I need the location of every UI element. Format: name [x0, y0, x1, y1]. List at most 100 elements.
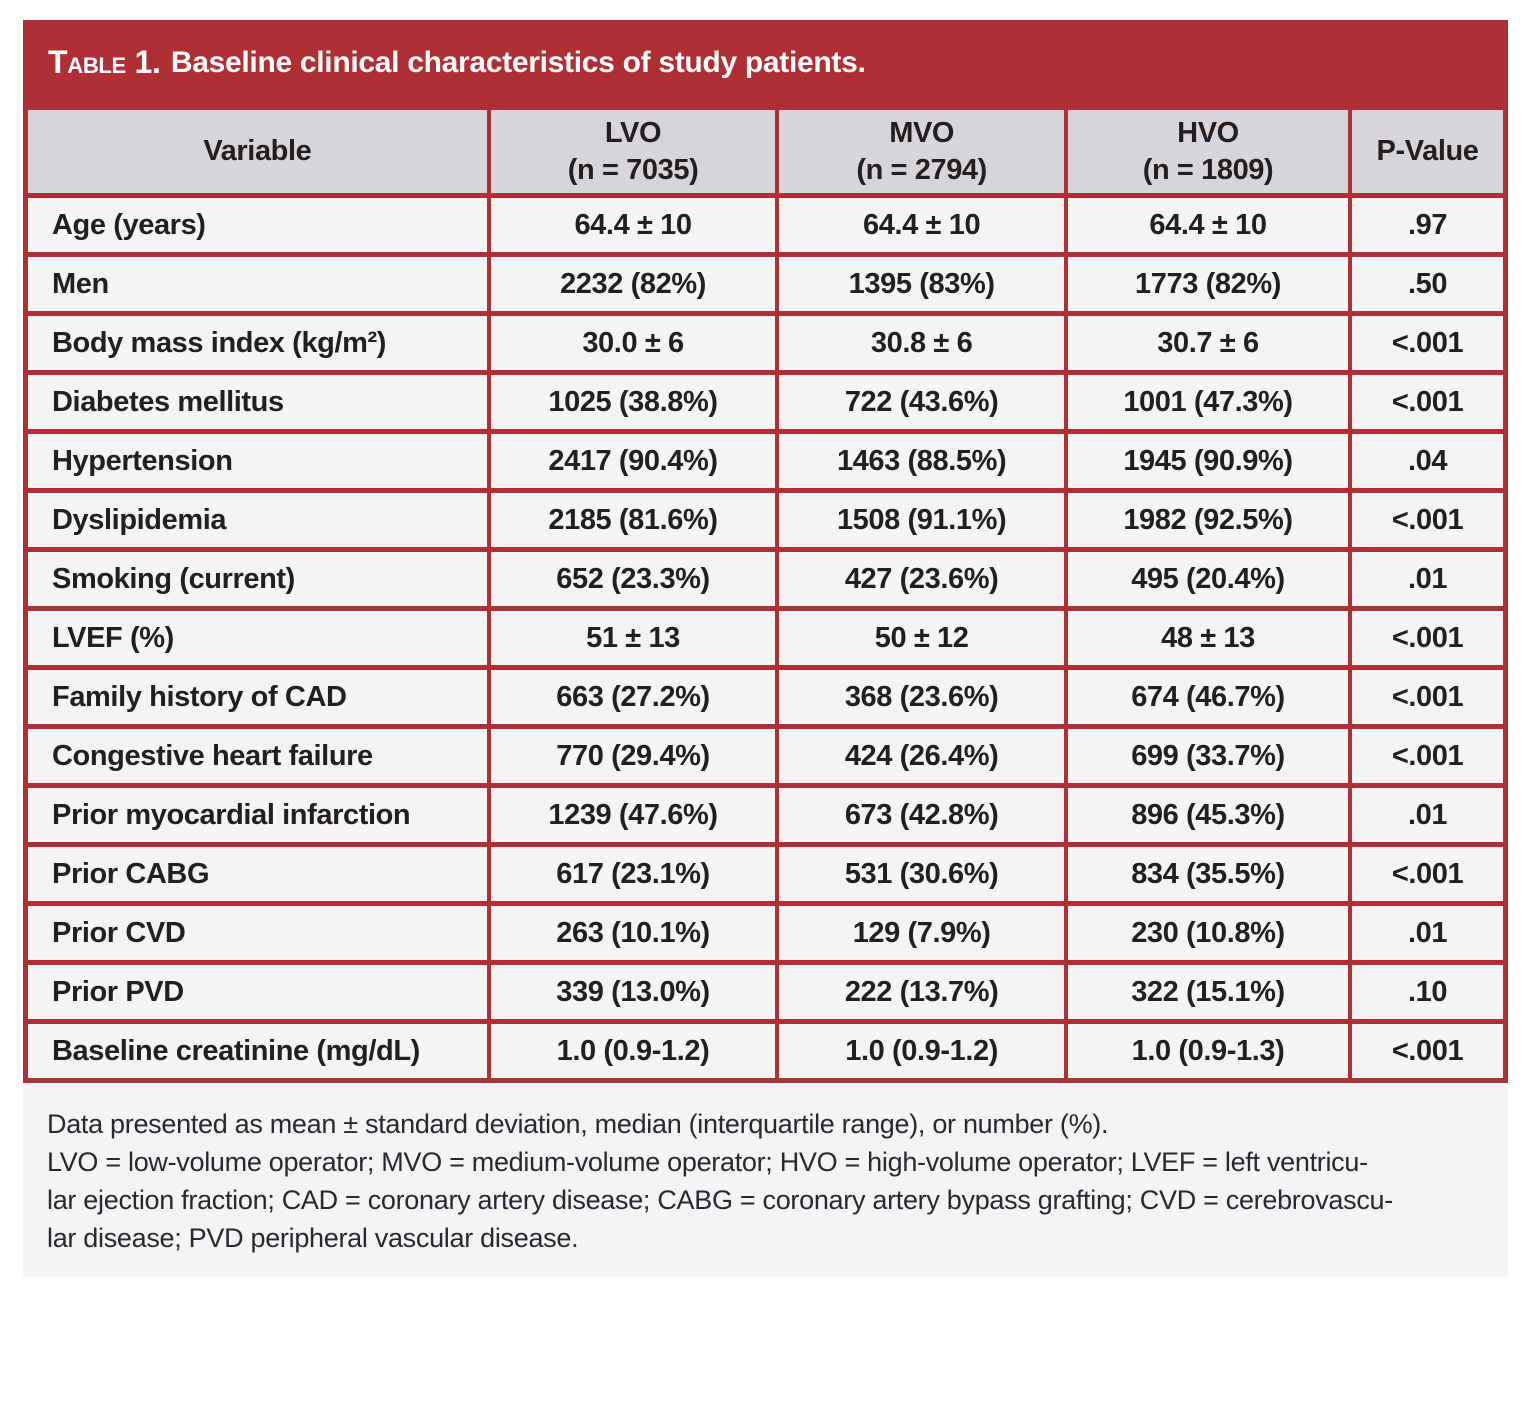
table-row: Prior CVD 263 (10.1%) 129 (7.9%) 230 (10… — [23, 901, 1508, 965]
row-label: Dyslipidemia — [23, 488, 491, 552]
col-header-lvo: LVO (n = 7035) — [486, 105, 780, 198]
cell-lvo: 1.0 (0.9-1.2) — [486, 1019, 780, 1083]
cell-mvo: 222 (13.7%) — [775, 960, 1068, 1024]
cell-hvo: 1773 (82%) — [1063, 252, 1353, 316]
row-label: Prior PVD — [23, 960, 491, 1024]
cell-mvo: 1395 (83%) — [775, 252, 1068, 316]
cell-pvalue: <.001 — [1348, 370, 1508, 434]
cell-hvo: 1001 (47.3%) — [1063, 370, 1353, 434]
table-row: Men 2232 (82%) 1395 (83%) 1773 (82%) .50 — [23, 252, 1508, 316]
row-label: Prior CABG — [23, 842, 491, 906]
table-row: Family history of CAD 663 (27.2%) 368 (2… — [23, 665, 1508, 729]
table-title: Baseline clinical characteristics of stu… — [170, 45, 866, 79]
cell-mvo: 424 (26.4%) — [775, 724, 1068, 788]
cell-hvo: 322 (15.1%) — [1063, 960, 1353, 1024]
cell-mvo: 368 (23.6%) — [775, 665, 1068, 729]
table-header: Variable LVO (n = 7035) MVO (n = 2794) H… — [23, 105, 1508, 198]
cell-hvo: 1982 (92.5%) — [1063, 488, 1353, 552]
col-header-pvalue: P-Value — [1348, 105, 1508, 198]
row-label: LVEF (%) — [23, 606, 491, 670]
cell-lvo: 770 (29.4%) — [486, 724, 780, 788]
cell-mvo: 129 (7.9%) — [775, 901, 1068, 965]
table-row: Baseline creatinine (mg/dL) 1.0 (0.9-1.2… — [23, 1019, 1508, 1083]
cell-mvo: 1463 (88.5%) — [775, 429, 1068, 493]
table-row: Smoking (current) 652 (23.3%) 427 (23.6%… — [23, 547, 1508, 611]
col-header-hvo: HVO (n = 1809) — [1063, 105, 1353, 198]
cell-lvo: 1025 (38.8%) — [486, 370, 780, 434]
cell-mvo: 531 (30.6%) — [775, 842, 1068, 906]
cell-mvo: 1508 (91.1%) — [775, 488, 1068, 552]
table-title-bar: Table 1. Baseline clinical characteristi… — [23, 20, 1508, 105]
cell-lvo: 663 (27.2%) — [486, 665, 780, 729]
cell-pvalue: <.001 — [1348, 665, 1508, 729]
table-row: Congestive heart failure 770 (29.4%) 424… — [23, 724, 1508, 788]
cell-pvalue: .01 — [1348, 547, 1508, 611]
cell-hvo: 699 (33.7%) — [1063, 724, 1353, 788]
table-sheet: Table 1. Baseline clinical characteristi… — [23, 20, 1508, 1277]
cell-mvo: 30.8 ± 6 — [775, 311, 1068, 375]
cell-lvo: 2417 (90.4%) — [486, 429, 780, 493]
cell-pvalue: <.001 — [1348, 488, 1508, 552]
cell-lvo: 30.0 ± 6 — [486, 311, 780, 375]
cell-mvo: 1.0 (0.9-1.2) — [775, 1019, 1068, 1083]
cell-pvalue: .01 — [1348, 901, 1508, 965]
table-row: Prior CABG 617 (23.1%) 531 (30.6%) 834 (… — [23, 842, 1508, 906]
table-row: Hypertension 2417 (90.4%) 1463 (88.5%) 1… — [23, 429, 1508, 493]
footnote-line: lar disease; PVD peripheral vascular dis… — [47, 1223, 579, 1253]
table-row: LVEF (%) 51 ± 13 50 ± 12 48 ± 13 <.001 — [23, 606, 1508, 670]
cell-hvo: 64.4 ± 10 — [1063, 193, 1353, 257]
row-label: Age (years) — [23, 193, 491, 257]
cell-lvo: 64.4 ± 10 — [486, 193, 780, 257]
cell-mvo: 64.4 ± 10 — [775, 193, 1068, 257]
cell-hvo: 495 (20.4%) — [1063, 547, 1353, 611]
cell-pvalue: .97 — [1348, 193, 1508, 257]
cell-hvo: 834 (35.5%) — [1063, 842, 1353, 906]
row-label: Hypertension — [23, 429, 491, 493]
baseline-characteristics-table: Variable LVO (n = 7035) MVO (n = 2794) H… — [23, 105, 1508, 1083]
row-label: Family history of CAD — [23, 665, 491, 729]
table-row: Prior myocardial infarction 1239 (47.6%)… — [23, 783, 1508, 847]
cell-pvalue: <.001 — [1348, 311, 1508, 375]
cell-hvo: 1.0 (0.9-1.3) — [1063, 1019, 1353, 1083]
cell-pvalue: .10 — [1348, 960, 1508, 1024]
row-label: Diabetes mellitus — [23, 370, 491, 434]
table-row: Diabetes mellitus 1025 (38.8%) 722 (43.6… — [23, 370, 1508, 434]
cell-mvo: 427 (23.6%) — [775, 547, 1068, 611]
cell-pvalue: .50 — [1348, 252, 1508, 316]
col-header-mvo: MVO (n = 2794) — [775, 105, 1068, 198]
row-label: Prior CVD — [23, 901, 491, 965]
cell-lvo: 2185 (81.6%) — [486, 488, 780, 552]
cell-hvo: 48 ± 13 — [1063, 606, 1353, 670]
table-number: Table 1. — [48, 44, 161, 80]
cell-lvo: 339 (13.0%) — [486, 960, 780, 1024]
cell-lvo: 1239 (47.6%) — [486, 783, 780, 847]
cell-pvalue: .04 — [1348, 429, 1508, 493]
cell-mvo: 50 ± 12 — [775, 606, 1068, 670]
cell-pvalue: <.001 — [1348, 1019, 1508, 1083]
table-row: Dyslipidemia 2185 (81.6%) 1508 (91.1%) 1… — [23, 488, 1508, 552]
row-label: Men — [23, 252, 491, 316]
header-row: Variable LVO (n = 7035) MVO (n = 2794) H… — [23, 105, 1508, 198]
table-row: Prior PVD 339 (13.0%) 222 (13.7%) 322 (1… — [23, 960, 1508, 1024]
cell-lvo: 51 ± 13 — [486, 606, 780, 670]
cell-mvo: 722 (43.6%) — [775, 370, 1068, 434]
row-label: Smoking (current) — [23, 547, 491, 611]
row-label: Baseline creatinine (mg/dL) — [23, 1019, 491, 1083]
row-label: Prior myocardial infarction — [23, 783, 491, 847]
cell-hvo: 674 (46.7%) — [1063, 665, 1353, 729]
cell-lvo: 652 (23.3%) — [486, 547, 780, 611]
cell-pvalue: <.001 — [1348, 842, 1508, 906]
cell-lvo: 2232 (82%) — [486, 252, 780, 316]
row-label: Congestive heart failure — [23, 724, 491, 788]
cell-hvo: 230 (10.8%) — [1063, 901, 1353, 965]
col-header-variable: Variable — [23, 105, 491, 198]
cell-pvalue: .01 — [1348, 783, 1508, 847]
row-label: Body mass index (kg/m²) — [23, 311, 491, 375]
table-row: Age (years) 64.4 ± 10 64.4 ± 10 64.4 ± 1… — [23, 193, 1508, 257]
table-row: Body mass index (kg/m²) 30.0 ± 6 30.8 ± … — [23, 311, 1508, 375]
cell-pvalue: <.001 — [1348, 606, 1508, 670]
table-body: Age (years) 64.4 ± 10 64.4 ± 10 64.4 ± 1… — [23, 193, 1508, 1083]
cell-hvo: 896 (45.3%) — [1063, 783, 1353, 847]
cell-pvalue: <.001 — [1348, 724, 1508, 788]
cell-lvo: 263 (10.1%) — [486, 901, 780, 965]
